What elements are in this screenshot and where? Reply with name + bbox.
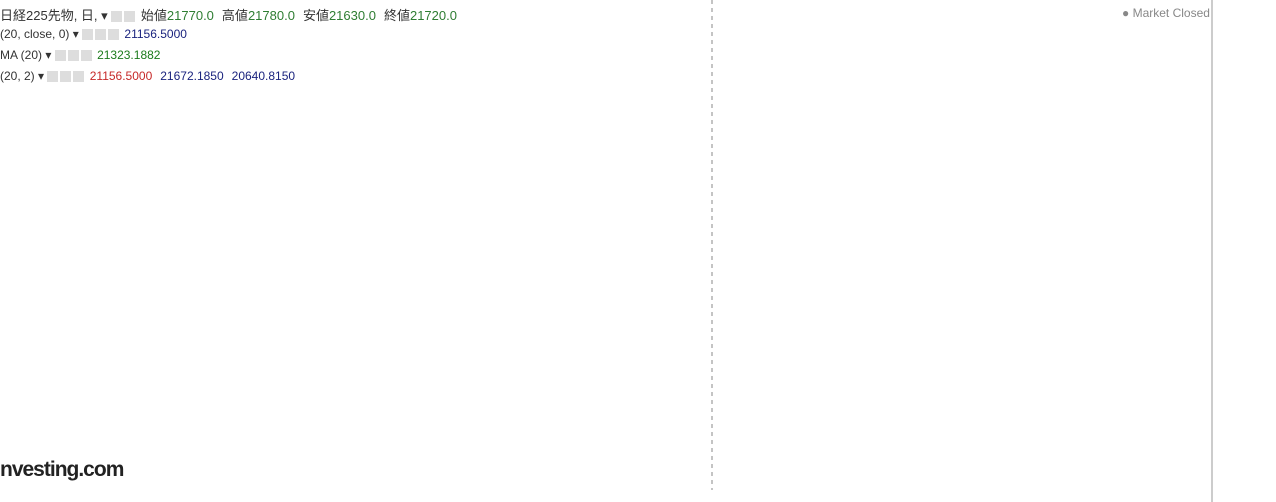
plot-bg [0, 0, 1212, 490]
ohlc-label: 終値 [383, 8, 410, 23]
indicator-value: 21323.1882 [97, 48, 161, 62]
ohlc-value: 21780.0 [247, 8, 295, 23]
logo: nvesting.com [0, 458, 124, 481]
indicator-name: (20, 2) [0, 69, 35, 83]
legend-header: 日経225先物, 日, ▾ 始値21770.0 高値21780.0 安値21630.… [0, 5, 465, 24]
indicator-row: (20, 2) ▾ 21156.5000 21672.1850 20640.8150 [0, 69, 296, 83]
indicator-row: MA (20) ▾ 21323.1882 [0, 48, 161, 62]
ohlc-label: 高値 [221, 8, 248, 23]
ohlc-value: 21720.0 [409, 8, 457, 23]
indicator-name: (20, close, 0) [0, 27, 70, 41]
status-text: Market Closed [1132, 6, 1210, 20]
indicator-value: 21156.5000 [89, 69, 153, 83]
ohlc: 始値21770.0 高値21780.0 安値21630.0 終値21720.0 [141, 8, 465, 23]
indicator-value: 21156.5000 [124, 27, 187, 41]
indicator-value: 20640.8150 [231, 69, 296, 83]
ohlc-label: 始値 [140, 8, 167, 23]
indicator-value: 21672.1850 [160, 69, 224, 83]
indicator-name: MA (20) [0, 48, 43, 62]
ohlc-label: 安値 [302, 8, 329, 23]
indicator-row: (20, close, 0) ▾ 21156.5000 [0, 27, 187, 41]
symbol: 日経225先物, 日, [0, 8, 98, 23]
market-status: ● Market Closed [1122, 6, 1210, 20]
ohlc-value: 21630.0 [328, 8, 376, 23]
ohlc-value: 21770.0 [166, 8, 214, 23]
